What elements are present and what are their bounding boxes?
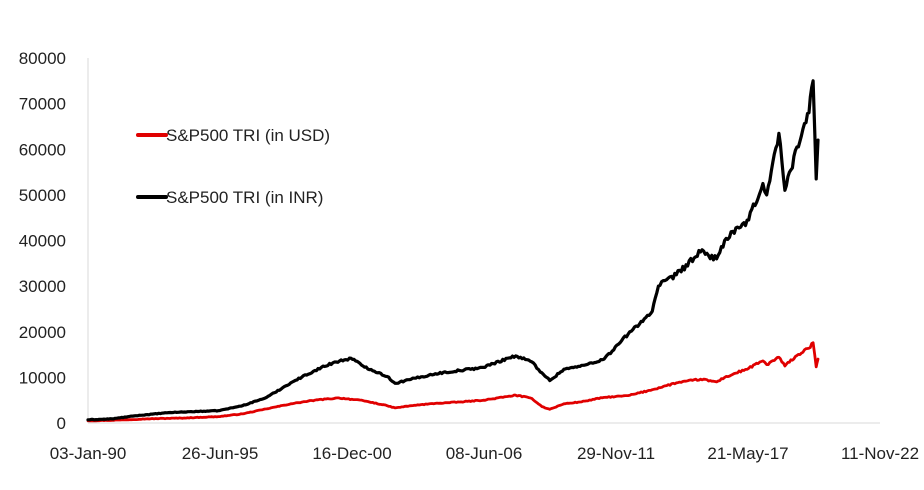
series-line-inr — [86, 79, 820, 422]
legend-label-usd: S&P500 TRI (in USD) — [166, 126, 330, 145]
x-tick-label: 03-Jan-90 — [50, 444, 127, 463]
series-line-usd — [86, 341, 820, 423]
y-tick-label: 20000 — [19, 323, 66, 342]
axes: 0 10000 20000 30000 40000 50000 60000 70000 8000… — [19, 49, 919, 463]
y-tick-label: 70000 — [19, 95, 66, 114]
y-tick-label: 0 — [57, 414, 66, 433]
legend-label-inr: S&P500 TRI (in INR) — [166, 188, 323, 207]
y-tick-label: 10000 — [19, 368, 66, 387]
y-tick-label: 80000 — [19, 49, 66, 68]
legend: S&P500 TRI (in USD) S&P500 TRI (in INR) — [136, 126, 330, 207]
x-tick-label: 11-Nov-22 — [841, 444, 919, 463]
y-tick-label: 50000 — [19, 186, 66, 205]
x-tick-label: 26-Jun-95 — [182, 444, 259, 463]
x-tick-label: 16-Dec-00 — [312, 444, 391, 463]
x-tick-label: 21-May-17 — [707, 444, 788, 463]
y-tick-label: 40000 — [19, 232, 66, 251]
x-tick-label: 29-Nov-11 — [577, 444, 655, 463]
y-tick-label: 30000 — [19, 277, 66, 296]
x-tick-label: 08-Jun-06 — [446, 444, 523, 463]
series-layer — [86, 79, 820, 423]
y-tick-label: 60000 — [19, 140, 66, 159]
